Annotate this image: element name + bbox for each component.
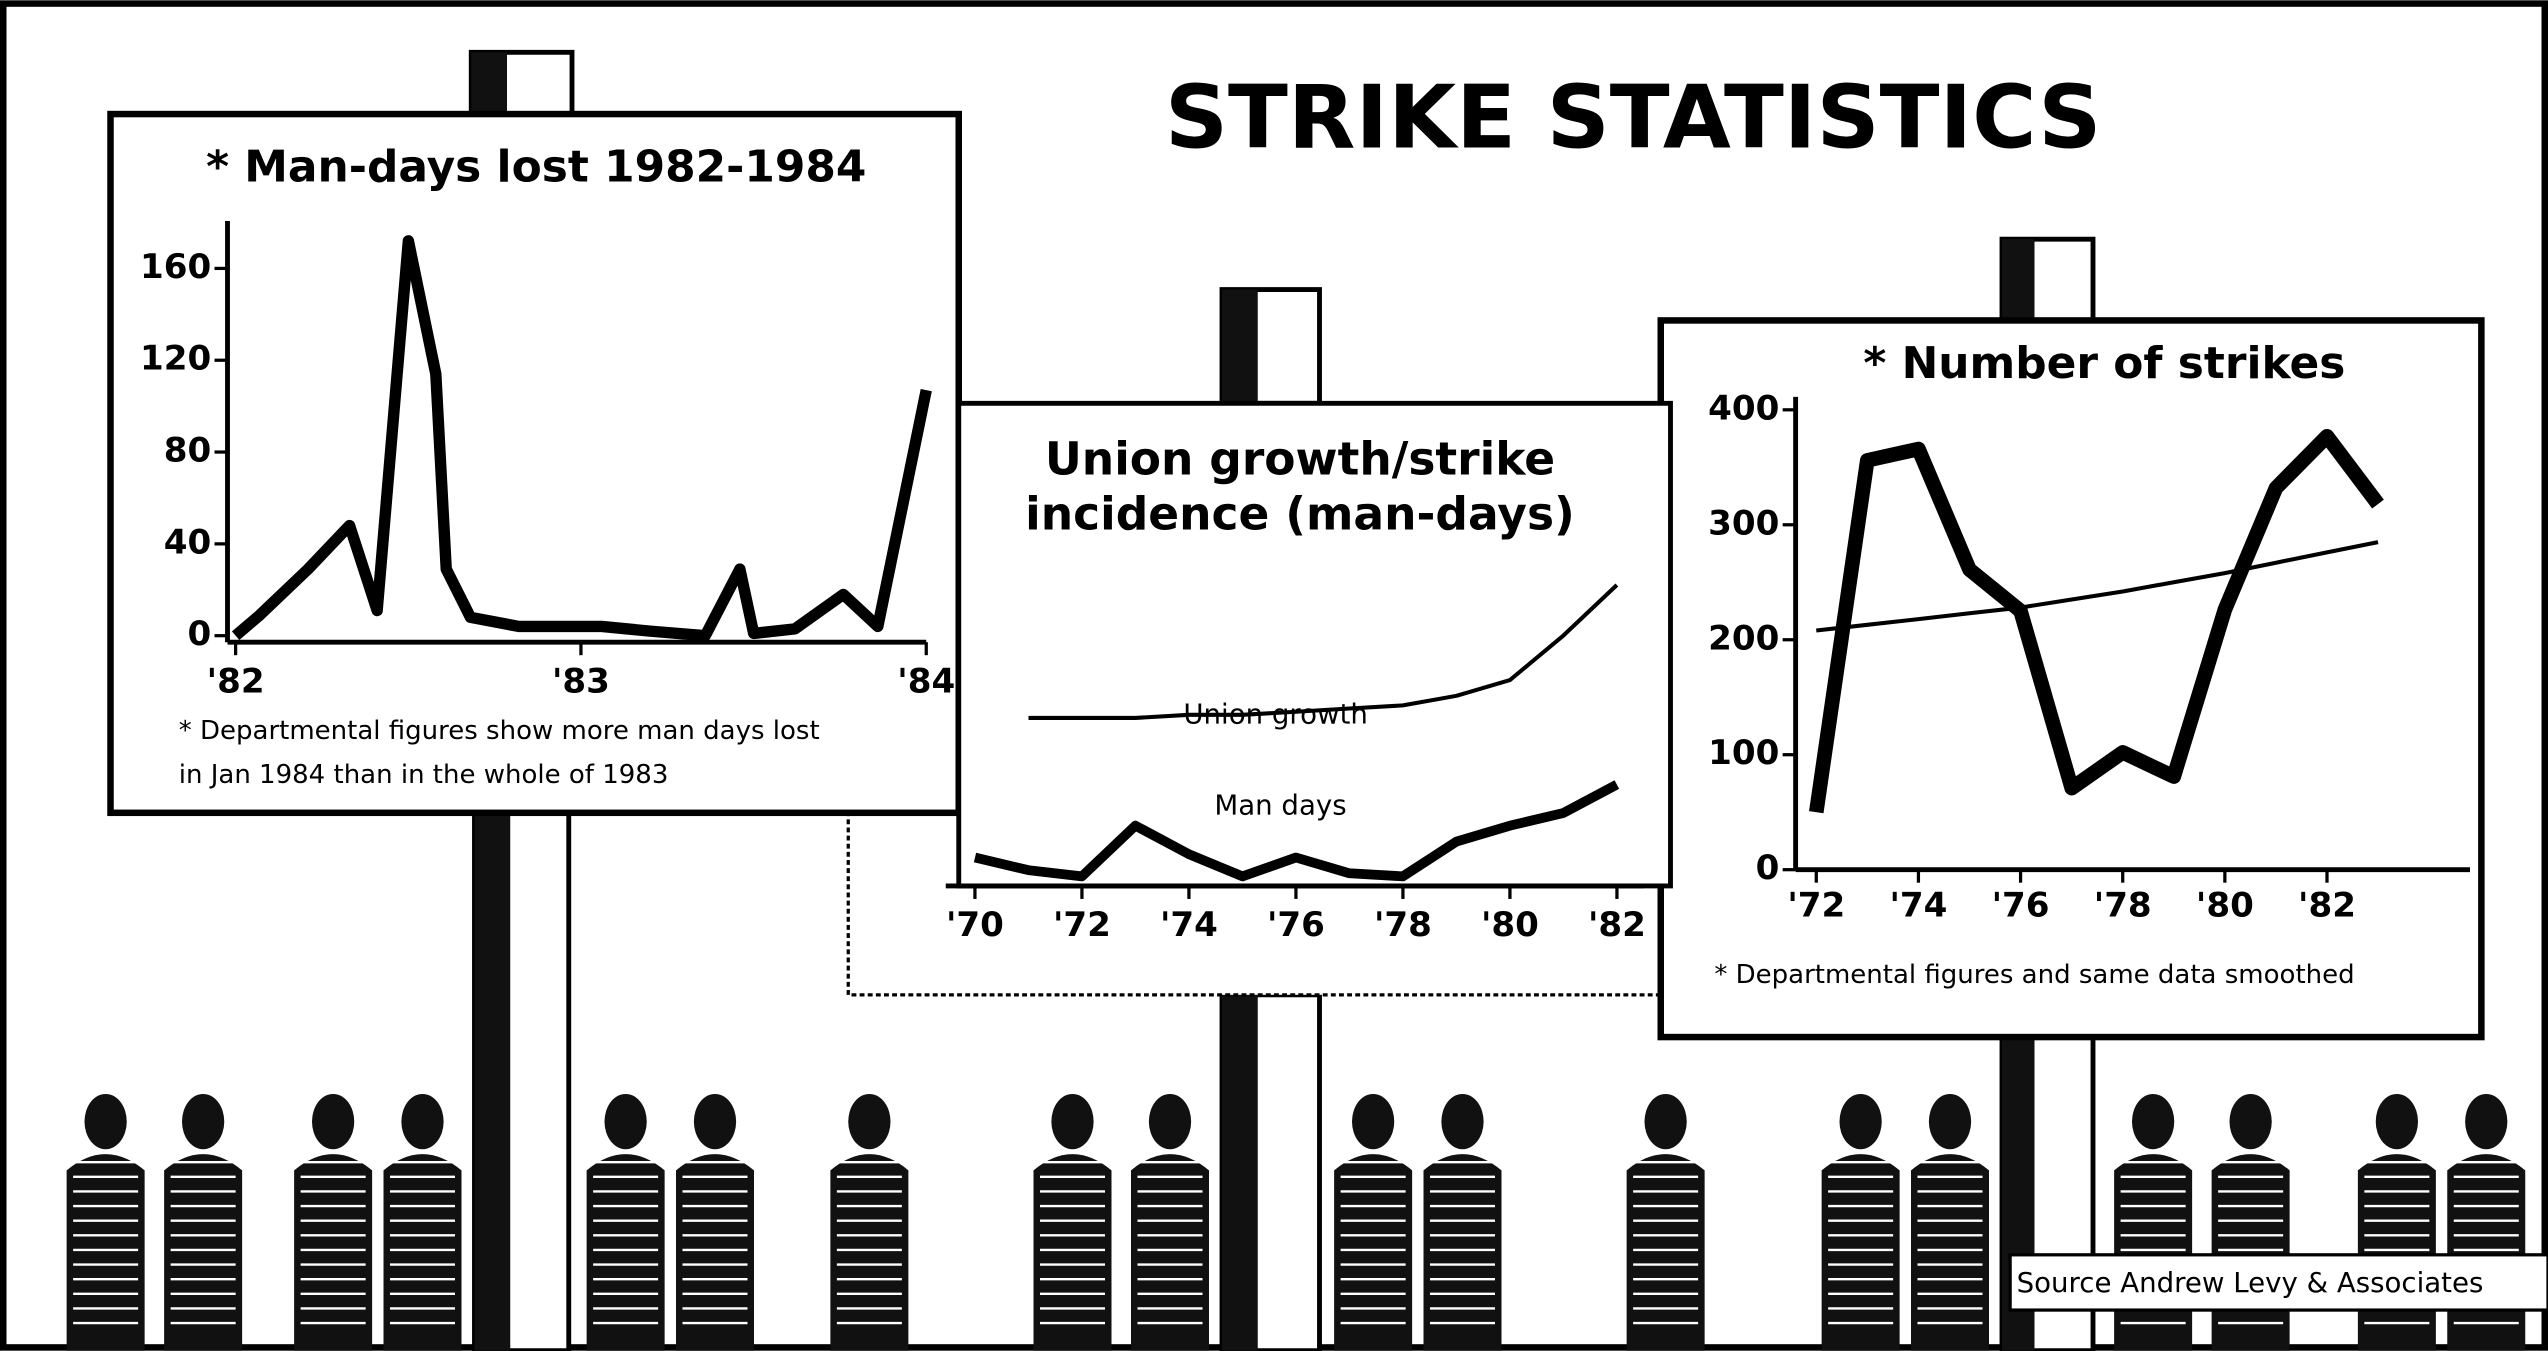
person-head [1441, 1094, 1483, 1149]
chart-title: * Number of strikes [1863, 338, 2345, 389]
person-head [848, 1094, 890, 1149]
person-head [2132, 1094, 2174, 1149]
x-tick-label: '80 [1481, 905, 1539, 945]
person-head [694, 1094, 736, 1149]
x-tick-label: '84 [897, 661, 955, 701]
person-body [2114, 1154, 2192, 1351]
person-head [182, 1094, 224, 1149]
note: * Departmental figures and same data smo… [1714, 960, 2354, 990]
x-tick-label: '80 [2196, 886, 2254, 926]
person-body [1131, 1154, 1209, 1351]
y-tick-label: 80 [164, 431, 211, 471]
y-tick-label: 120 [140, 339, 211, 379]
note: * Departmental figures show more man day… [179, 716, 820, 746]
page: STRIKE STATISTICS * Man-days lost 1982-1… [0, 0, 2548, 1351]
x-tick-label: '83 [552, 661, 610, 701]
person-head [401, 1094, 443, 1149]
person-body [1034, 1154, 1112, 1351]
source: Source Andrew Levy & Associates [2017, 1266, 2484, 1299]
person-head [1352, 1094, 1394, 1149]
person-body [384, 1154, 462, 1351]
chart-title: incidence (man-days) [1025, 488, 1575, 541]
x-tick-label: '74 [1889, 886, 1947, 926]
x-tick-label: '78 [1374, 905, 1432, 945]
x-tick-label: '72 [1053, 905, 1111, 945]
person-body [676, 1154, 754, 1351]
note: in Jan 1984 than in the whole of 1983 [179, 760, 669, 790]
y-tick-label: 400 [1708, 388, 1779, 428]
person-body [67, 1154, 145, 1351]
x-tick-label: '78 [2094, 886, 2152, 926]
person-head [2376, 1094, 2418, 1149]
person-body [2212, 1154, 2290, 1351]
chart-title: Union growth/strike [1045, 432, 1555, 485]
main-title: STRIKE STATISTICS [1165, 67, 2102, 169]
y-tick-label: 0 [1756, 848, 1780, 888]
y-tick-label: 200 [1708, 618, 1779, 658]
y-tick-label: 160 [140, 247, 211, 287]
x-tick-label: '82 [2298, 886, 2356, 926]
x-tick-label: '76 [1992, 886, 2050, 926]
person-head [605, 1094, 647, 1149]
person-head [2465, 1094, 2507, 1149]
x-tick-label: '74 [1160, 905, 1218, 945]
person-body [2447, 1154, 2525, 1351]
x-tick-label: '82 [1588, 905, 1646, 945]
person-head [1929, 1094, 1971, 1149]
person-body [1911, 1154, 1989, 1351]
y-tick-label: 40 [164, 522, 211, 562]
person-body [2358, 1154, 2436, 1351]
person-head [1645, 1094, 1687, 1149]
person-body [1627, 1154, 1705, 1351]
person-body [587, 1154, 665, 1351]
person-body [1822, 1154, 1900, 1351]
y-tick-label: 300 [1708, 503, 1779, 543]
panel [111, 114, 959, 813]
person-body [1334, 1154, 1412, 1351]
person-head [1840, 1094, 1882, 1149]
y-tick-label: 0 [188, 614, 212, 654]
person-head [1051, 1094, 1093, 1149]
person-head [2230, 1094, 2272, 1149]
x-tick-label: '72 [1787, 886, 1845, 926]
chart-title: * Man-days lost 1982-1984 [206, 141, 866, 192]
panel [1661, 320, 2482, 1037]
infographic: STRIKE STATISTICS * Man-days lost 1982-1… [0, 0, 2548, 1351]
person-head [312, 1094, 354, 1149]
person-head [85, 1094, 127, 1149]
person-head [1149, 1094, 1191, 1149]
x-tick-label: '70 [946, 905, 1004, 945]
x-tick-label: '82 [207, 661, 265, 701]
person-body [294, 1154, 372, 1351]
person-body [164, 1154, 242, 1351]
series-label: Man days [1214, 788, 1346, 821]
y-tick-label: 100 [1708, 733, 1779, 773]
person-body [1424, 1154, 1502, 1351]
x-tick-label: '76 [1267, 905, 1325, 945]
person-body [830, 1154, 908, 1351]
